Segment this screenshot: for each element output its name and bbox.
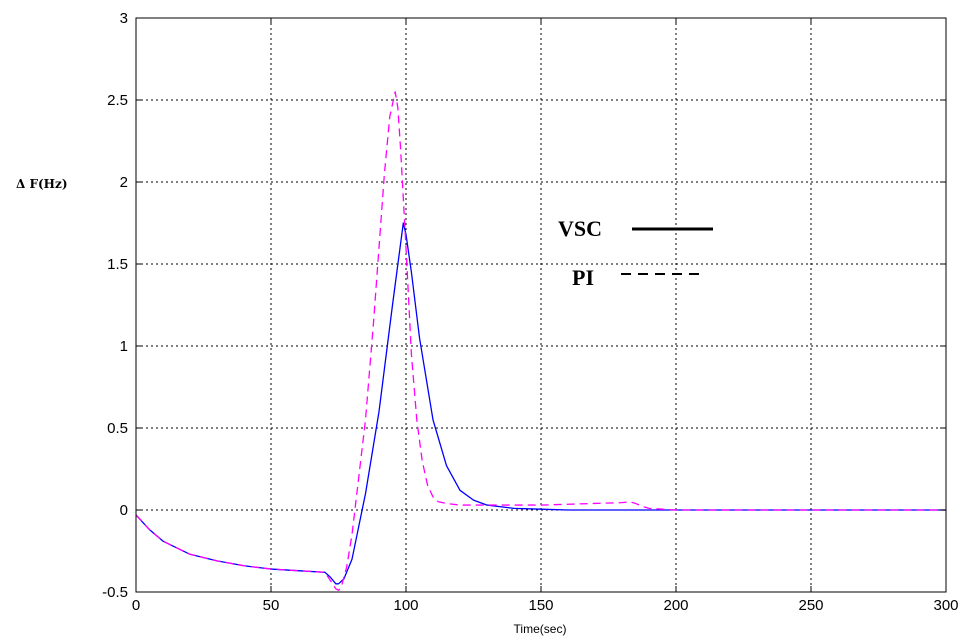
x-tick-label: 250 (798, 597, 823, 614)
legend: VSC PI (558, 216, 713, 290)
x-tick-label: 300 (933, 597, 958, 614)
x-axis-label: Time(sec) (514, 622, 567, 636)
x-tick-label: 100 (393, 597, 418, 614)
series-line-pi (135, 91, 946, 592)
axis-ticks: 0 50 100 150 200 250 300-0.500.511.522.53 (102, 10, 958, 614)
legend-label-vsc: VSC (558, 216, 602, 241)
y-tick-label: -0.5 (102, 584, 128, 601)
y-tick-label: 2 (120, 174, 128, 191)
y-tick-label: 0.5 (107, 420, 128, 437)
x-tick-label: 150 (528, 597, 553, 614)
x-tick-label: 200 (663, 597, 688, 614)
y-tick-label: 0 (120, 502, 128, 519)
y-tick-label: 3 (120, 10, 128, 27)
series-group (135, 91, 946, 592)
y-tick-label: 2.5 (107, 92, 128, 109)
legend-label-pi: PI (572, 265, 594, 290)
y-tick-label: 1 (120, 338, 128, 355)
y-axis-label: Δ F(Hz) (16, 177, 68, 191)
y-tick-label: 1.5 (107, 256, 128, 273)
grid-lines (136, 18, 946, 592)
x-tick-label: 50 (263, 597, 280, 614)
x-tick-label: 0 (132, 597, 140, 614)
